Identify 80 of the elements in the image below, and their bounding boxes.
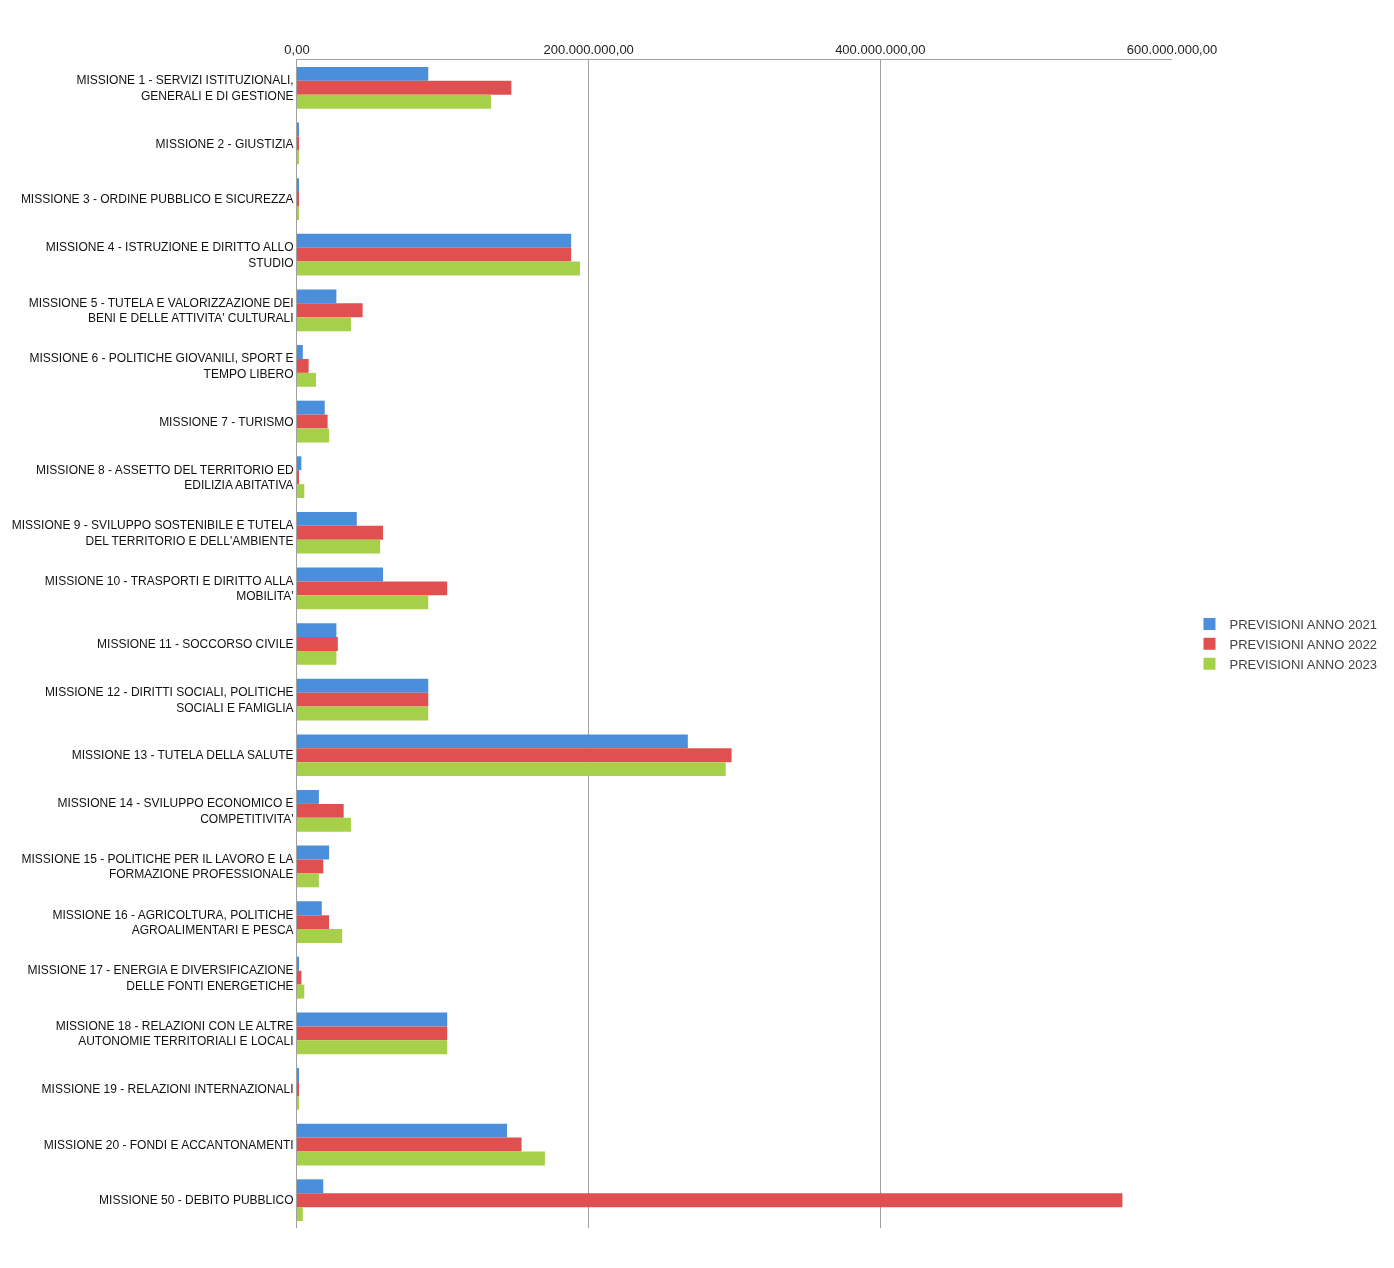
x-tick-label: 400.000.000,00 — [835, 41, 926, 57]
bar — [297, 247, 572, 262]
bar — [297, 748, 732, 763]
bar — [297, 803, 344, 818]
x-tick-label: 0,00 — [284, 41, 310, 57]
y-tick-label: MISSIONE 14 - SVILUPPO ECONOMICO E COMPETITIVITA' — [57, 796, 294, 826]
y-tick-label: MISSIONE 20 - FONDI E ACCANTONAMENTI — [43, 1137, 294, 1152]
legend-label: PREVISIONI ANNO 2022 — [1229, 636, 1377, 652]
y-tick-label: MISSIONE 10 - TRASPORTI E DIRITTO ALLA MOBILITA' — [44, 573, 294, 604]
y-tick-label: MISSIONE 6 - POLITICHE GIOVANILI, SPORT E TEMPO LIBERO — [29, 351, 294, 381]
bar — [297, 692, 429, 707]
y-tick-label: MISSIONE 7 - TURISMO — [159, 414, 294, 429]
bar — [297, 233, 572, 248]
bar — [297, 317, 351, 332]
bar — [297, 678, 429, 693]
bar — [297, 345, 303, 359]
bar — [297, 873, 319, 888]
y-tick-label: MISSIONE 4 - ISTRUZIONE E DIRITTO ALLO STUDIO — [45, 240, 294, 270]
bar — [297, 66, 429, 81]
bar — [297, 637, 338, 651]
y-tick-label: MISSIONE 1 - SERVIZI ISTITUZIONALI, GENERALI E DI GESTIONE — [76, 73, 294, 103]
bar — [297, 1040, 448, 1055]
y-tick-label: MISSIONE 16 - AGRICOLTURA, POLITICHE AGROALIMENTARI E PESCA — [52, 907, 294, 938]
y-tick-label: MISSIONE 8 - ASSETTO DEL TERRITORIO ED EDILIZIA ABITATIVA — [35, 462, 294, 493]
bar — [297, 567, 384, 582]
bar — [297, 80, 512, 95]
y-tick-label: MISSIONE 3 - ORDINE PUBBLICO E SICUREZZA — [20, 192, 294, 207]
bar — [297, 845, 330, 860]
y-tick-label: MISSIONE 19 - RELAZIONI INTERNAZIONALI — [41, 1082, 294, 1097]
bar — [297, 400, 325, 415]
bar — [297, 511, 357, 526]
bar — [297, 1123, 507, 1138]
bar — [297, 901, 322, 916]
bar — [297, 706, 429, 721]
bar — [297, 581, 448, 596]
y-tick-label: MISSIONE 12 - DIRITTI SOCIALI, POLITICHE SOCIALI E FAMIGLIA — [44, 685, 294, 715]
bar — [297, 929, 343, 943]
bar — [297, 261, 580, 276]
bar — [297, 623, 337, 638]
bar — [297, 915, 330, 930]
bar — [297, 1207, 303, 1222]
bar — [297, 94, 491, 109]
y-tick-label: MISSIONE 18 - RELAZIONI CON LE ALTRE AUTONOMIE TERRITORIALI E LOCALI — [55, 1018, 294, 1049]
x-tick-label: 600.000.000,00 — [1126, 41, 1218, 57]
y-tick-label: MISSIONE 2 - GIUSTIZIA — [155, 136, 294, 151]
bar — [297, 1151, 545, 1166]
bar — [297, 734, 688, 749]
bar — [297, 1193, 1123, 1208]
bar — [297, 984, 305, 999]
bar — [297, 817, 351, 832]
bar — [297, 372, 316, 387]
bar — [297, 484, 305, 498]
y-tick-label: MISSIONE 13 - TUTELA DELLA SALUTE — [71, 748, 294, 763]
bar — [297, 595, 429, 610]
bar — [297, 1137, 522, 1152]
bar — [297, 525, 384, 540]
bar — [297, 414, 328, 429]
bar — [297, 650, 337, 665]
y-tick-label: MISSIONE 17 - ENERGIA E DIVERSIFICAZIONE DELLE FONTI ENERGETICHE — [27, 963, 294, 993]
bar — [297, 358, 309, 373]
bar — [297, 970, 302, 985]
y-tick-label: MISSIONE 5 - TUTELA E VALORIZZAZIONE DEI BENI E DELLE ATTIVITA' CULTURALI — [28, 295, 294, 326]
bar — [297, 859, 324, 874]
legend-label: PREVISIONI ANNO 2023 — [1229, 656, 1377, 672]
bar — [297, 1179, 324, 1194]
y-tick-label: MISSIONE 15 - POLITICHE PER IL LAVORO E LA FORMAZIONE PROFESSIONALE — [21, 851, 294, 882]
bar — [297, 539, 381, 554]
bar — [297, 1012, 448, 1027]
y-tick-label: MISSIONE 11 - SOCCORSO CIVILE — [97, 637, 294, 652]
bar — [297, 303, 363, 318]
bar — [297, 289, 337, 304]
x-tick-label: 200.000.000,00 — [543, 41, 634, 57]
y-tick-label: MISSIONE 9 - SVILUPPO SOSTENIBILE E TUTELA DEL TERRITORIO E DELL'AMBIENTE — [11, 518, 294, 548]
legend-label: PREVISIONI ANNO 2021 — [1229, 617, 1377, 633]
bar — [297, 1026, 448, 1041]
y-tick-label: MISSIONE 50 - DEBITO PUBBLICO — [99, 1193, 294, 1208]
bar — [297, 790, 319, 804]
bar — [297, 428, 330, 443]
bar — [297, 762, 726, 777]
bar — [297, 456, 302, 471]
